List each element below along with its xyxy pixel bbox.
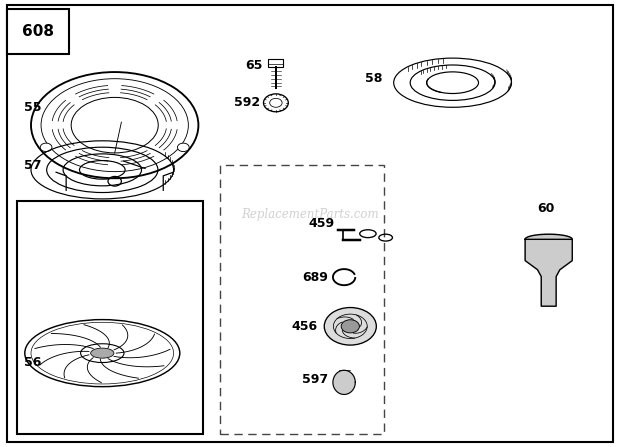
Circle shape	[177, 143, 189, 152]
Bar	[220, 165, 384, 434]
Text: 456: 456	[292, 320, 318, 333]
Text: 65: 65	[245, 59, 262, 72]
Circle shape	[40, 143, 52, 152]
Text: 592: 592	[234, 96, 260, 110]
Polygon shape	[525, 234, 572, 239]
Bar	[268, 59, 283, 67]
Text: ReplacementParts.com: ReplacementParts.com	[241, 208, 379, 221]
Text: 459: 459	[309, 217, 335, 230]
Polygon shape	[333, 370, 355, 394]
Polygon shape	[525, 239, 572, 306]
Text: 57: 57	[24, 159, 41, 172]
Text: 58: 58	[365, 72, 383, 85]
Text: 597: 597	[303, 373, 329, 387]
Bar	[7, 9, 69, 54]
Text: 56: 56	[24, 355, 41, 369]
Bar	[17, 201, 203, 434]
Text: 689: 689	[303, 270, 329, 284]
Text: 55: 55	[24, 101, 41, 114]
Ellipse shape	[91, 348, 114, 358]
Circle shape	[341, 320, 360, 333]
Text: 608: 608	[22, 24, 55, 39]
Circle shape	[324, 308, 376, 345]
Text: 60: 60	[537, 202, 554, 215]
